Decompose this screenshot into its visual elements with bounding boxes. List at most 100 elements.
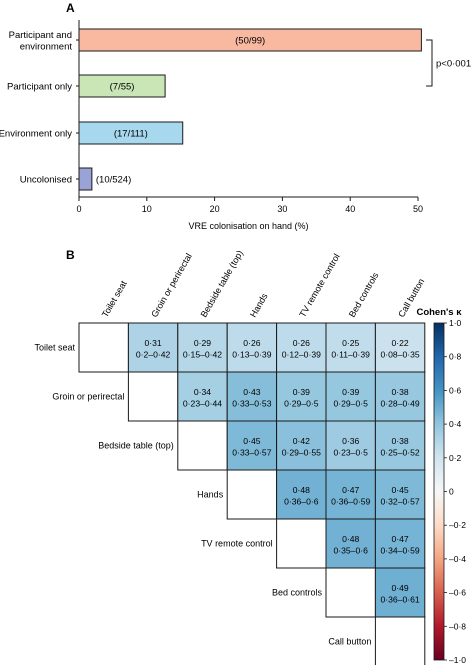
heatmap-cell [374, 518, 426, 569]
cell-ci: 0·29–0·55 [282, 448, 321, 458]
cell-ci: 0·35–0·6 [333, 546, 368, 556]
column-label: Bed controls [347, 270, 381, 319]
p-value-annotation: p<0·001 [436, 59, 471, 70]
x-tick-label: 40 [345, 204, 355, 214]
colorbar-tick-label: 0 [449, 487, 454, 497]
x-tick-label: 20 [210, 204, 220, 214]
cell-value: 0·36 [342, 436, 359, 446]
cell-ci: 0·15–0·42 [183, 350, 222, 360]
colorbar-tick-label: 0·6 [449, 385, 462, 395]
category-label: Participant only [7, 82, 72, 93]
cell-ci: 0·36–0·6 [284, 497, 319, 507]
cell-value: 0·26 [293, 338, 310, 348]
bar [78, 167, 93, 191]
colorbar-tick-label: –0·8 [449, 621, 466, 631]
bar-data-label: (17/111) [114, 129, 148, 140]
cell-ci: 0·33–0·53 [232, 399, 271, 409]
row-label: Bed controls [272, 588, 323, 598]
cell-value: 0·47 [391, 534, 408, 544]
bar-data-label: (7/55) [110, 82, 135, 93]
category-label: Uncolonised [20, 175, 72, 186]
cell-ci: 0·23–0·5 [333, 448, 368, 458]
heatmap-cell [276, 322, 327, 373]
x-tick-label: 50 [413, 204, 423, 214]
colorbar-tick-label: –0·6 [449, 588, 466, 598]
heatmap-cell [374, 469, 426, 520]
colorbar-tick-label: 1·0 [449, 318, 462, 328]
heatmap-cell [325, 420, 376, 471]
x-axis-title: VRE colonisation on hand (%) [188, 221, 308, 231]
row-label: Groin or perirectal [52, 392, 124, 402]
x-tick-label: 0 [76, 204, 81, 214]
colorbar-tick-label: –1·0 [449, 655, 466, 665]
colorbar-tick-label: –0·2 [449, 520, 466, 530]
cell-value: 0·39 [342, 387, 359, 397]
heatmap-cell [226, 371, 278, 422]
diagonal-cell [127, 371, 179, 422]
cell-value: 0·48 [342, 534, 359, 544]
column-label: Bedside table (top) [199, 249, 245, 319]
x-tick-label: 10 [142, 204, 152, 214]
colorbar-tick-label: 0·8 [449, 352, 462, 362]
heatmap-cell [226, 420, 278, 471]
panel-a-letter: A [66, 1, 75, 15]
cell-value: 0·31 [144, 338, 161, 348]
cell-value: 0·49 [391, 583, 408, 593]
heatmap-cell [374, 420, 426, 471]
bar-data-label: (50/99) [235, 36, 265, 47]
panel-b-letter: B [66, 248, 75, 262]
cell-value: 0·47 [342, 485, 359, 495]
cell-value: 0·39 [293, 387, 310, 397]
row-label: TV remote control [201, 539, 273, 549]
column-label: Toilet seat [100, 278, 129, 319]
cell-ci: 0·23–0·44 [183, 399, 222, 409]
diagonal-cell [276, 518, 327, 569]
colorbar [433, 322, 445, 661]
diagonal-cell [78, 322, 129, 373]
cell-value: 0·34 [194, 387, 211, 397]
cell-ci: 0·25–0·52 [381, 448, 420, 458]
row-label: Bedside table (top) [98, 441, 174, 451]
column-label: TV remote control [297, 252, 341, 319]
colorbar-tick-label: 0·4 [449, 419, 462, 429]
column-label: Groin or perirectal [149, 252, 194, 319]
cell-value: 0·25 [342, 338, 359, 348]
cell-value: 0·48 [293, 485, 310, 495]
cell-ci: 0·29–0·5 [284, 399, 319, 409]
heatmap-cell [325, 322, 376, 373]
row-label: Hands [197, 490, 224, 500]
row-label: Call button [328, 637, 371, 647]
heatmap-cell [276, 469, 327, 520]
heatmap-cell [374, 567, 426, 618]
significance-bracket [426, 39, 433, 87]
cell-ci: 0·08–0·35 [381, 350, 420, 360]
diagonal-cell [177, 420, 228, 471]
bar-data-label: (10/524) [96, 175, 131, 186]
cell-value: 0·43 [243, 387, 260, 397]
colorbar-tick-label: 0·2 [449, 453, 462, 463]
heatmap-cell [276, 420, 327, 471]
colorbar-title: Cohen's κ [416, 307, 462, 318]
cell-ci: 0·34–0·59 [381, 546, 420, 556]
cell-ci: 0·11–0·39 [331, 350, 370, 360]
cell-value: 0·38 [391, 436, 408, 446]
category-label: Environment only [0, 129, 72, 140]
colorbar-tick-label: –0·4 [449, 554, 466, 564]
cell-ci: 0·12–0·39 [282, 350, 321, 360]
diagonal-cell [374, 616, 426, 665]
cell-value: 0·38 [391, 387, 408, 397]
cell-ci: 0·32–0·57 [381, 497, 420, 507]
x-tick-label: 30 [277, 204, 287, 214]
cell-value: 0·26 [243, 338, 260, 348]
heatmap-cell [325, 518, 376, 569]
cell-ci: 0·36–0·59 [331, 497, 370, 507]
diagonal-cell [325, 567, 376, 618]
cell-value: 0·29 [194, 338, 211, 348]
column-label: Hands [248, 291, 270, 319]
cell-ci: 0·29–0·5 [333, 399, 368, 409]
cell-value: 0·42 [293, 436, 310, 446]
heatmap-cell [374, 371, 426, 422]
diagonal-cell [226, 469, 278, 520]
